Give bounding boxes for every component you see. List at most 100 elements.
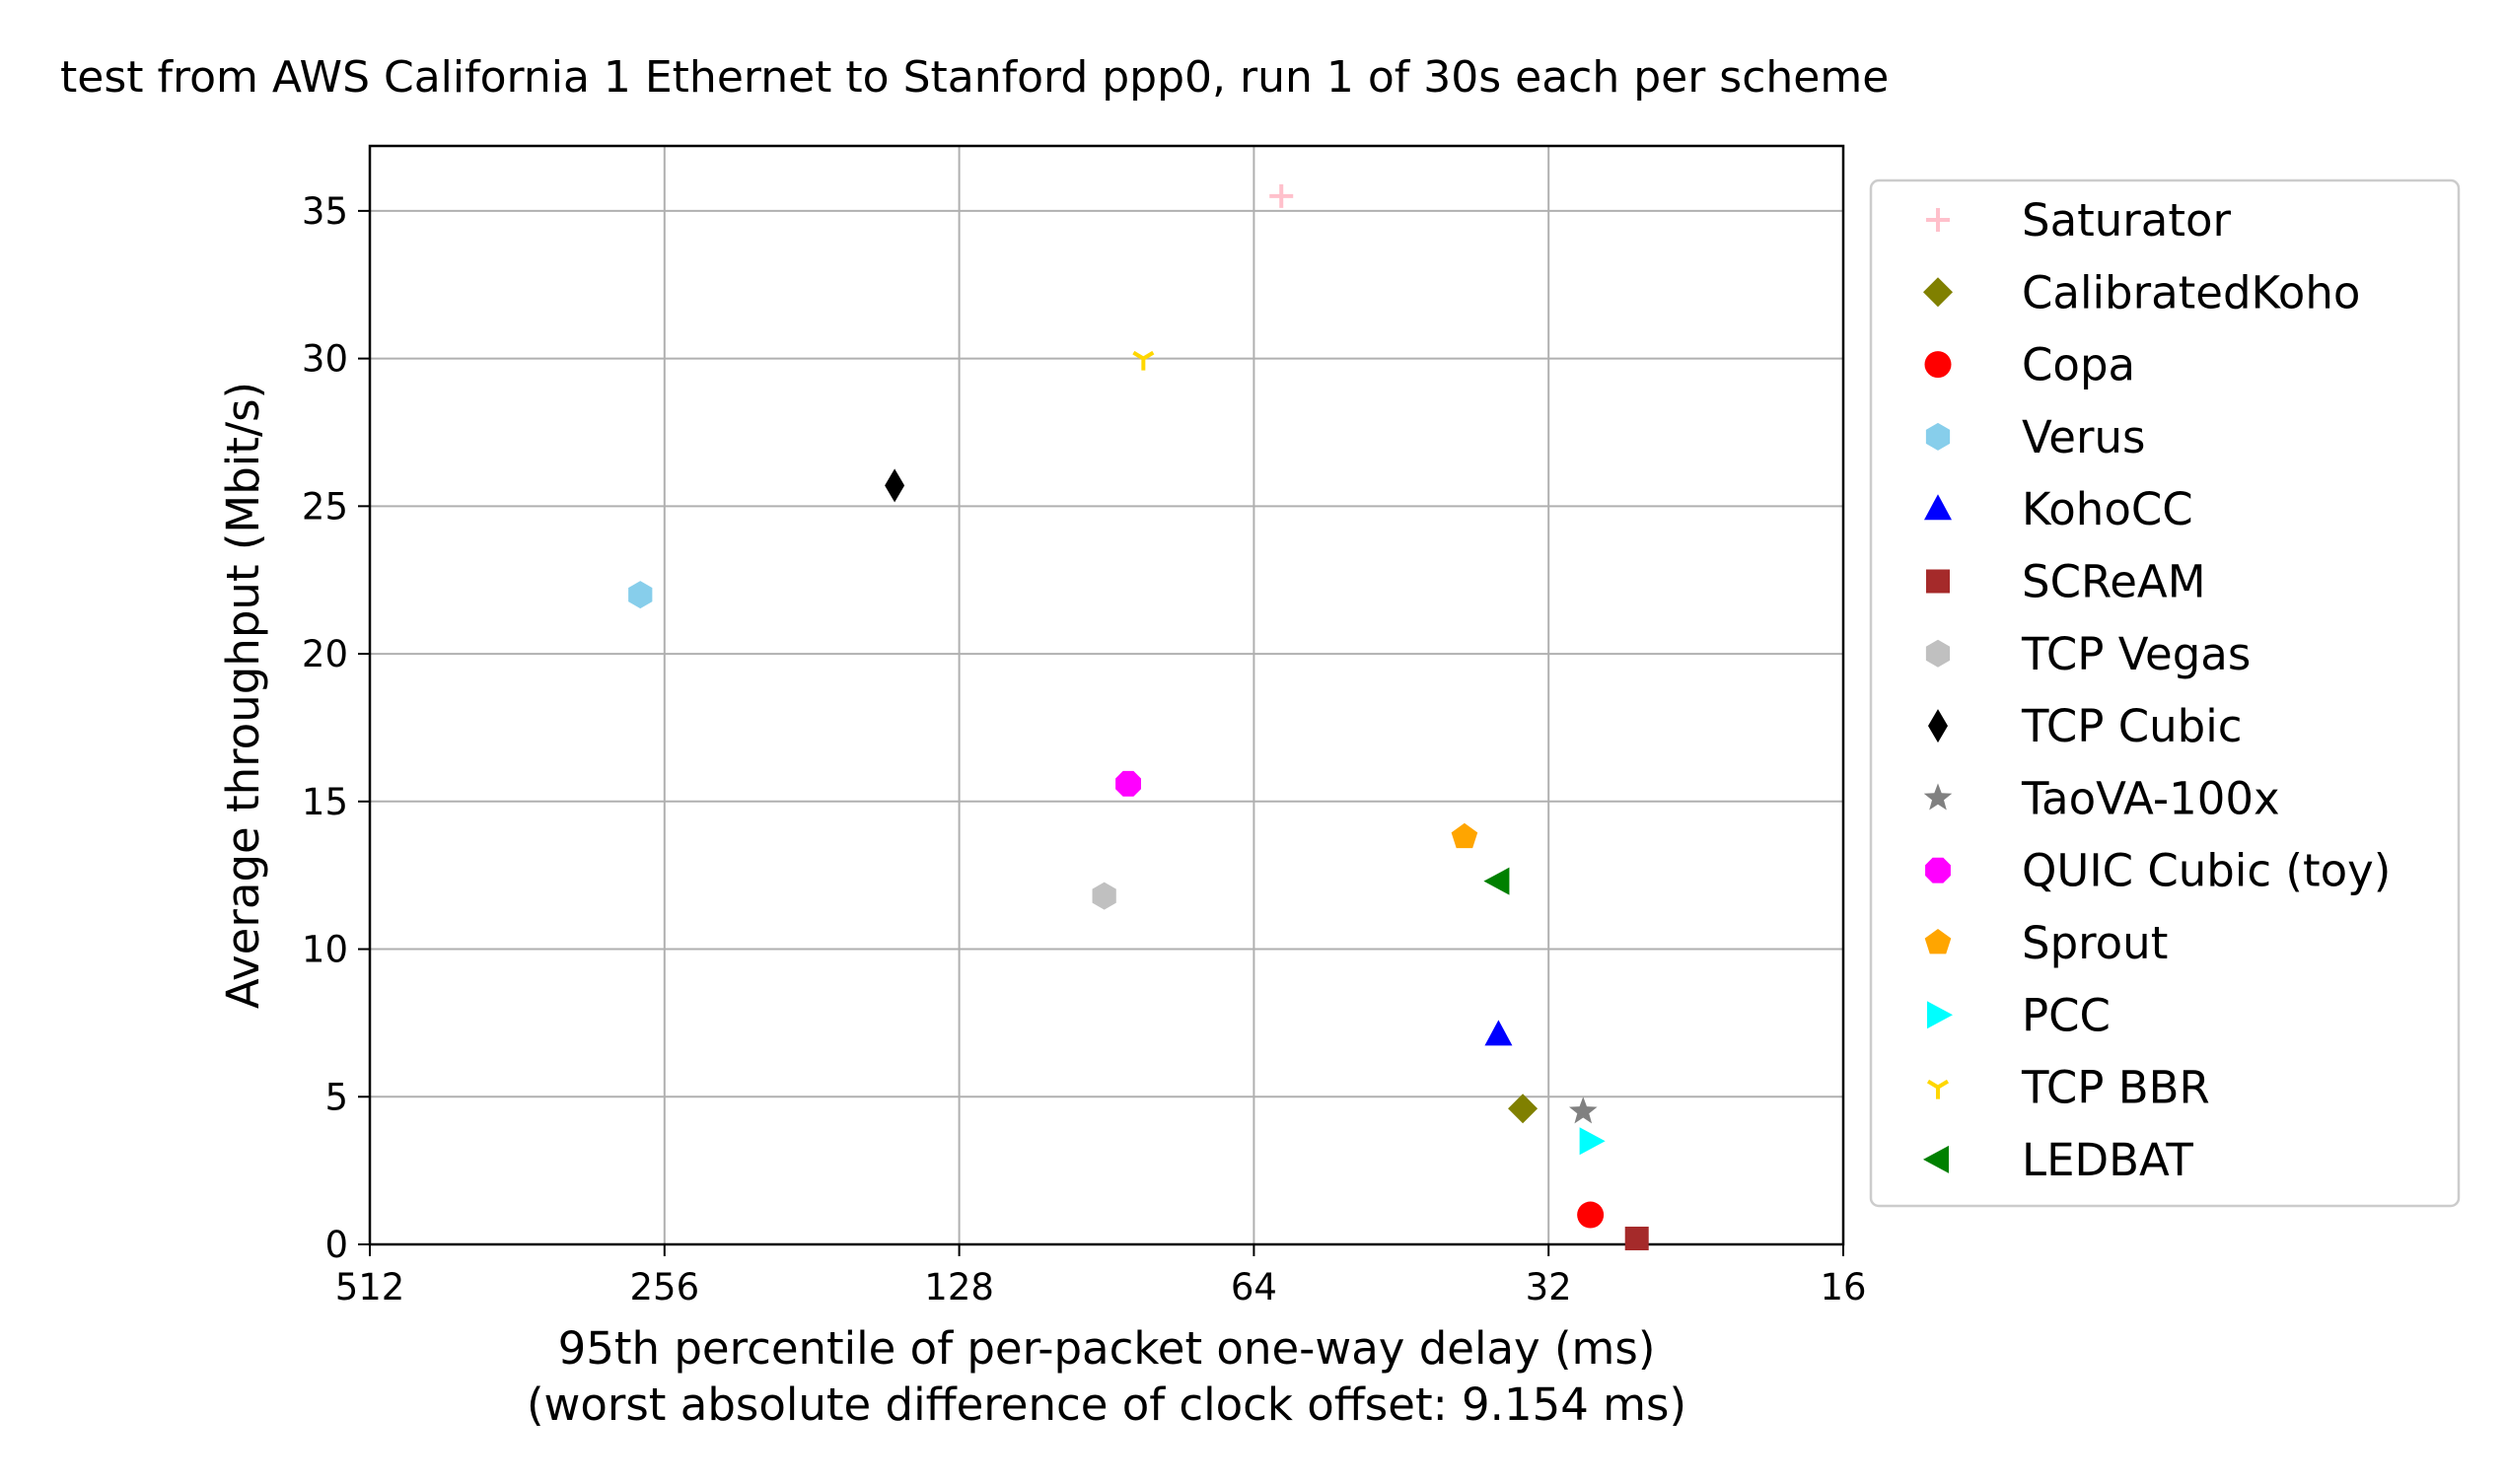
legend-item-taova-100x: TaoVA-100x: [1923, 772, 2280, 824]
x-axis-sublabel: (worst absolute difference of clock offs…: [527, 1378, 1686, 1431]
point-marker-taova-100x: [1569, 1096, 1598, 1124]
legend-marker-shape-sprout: [1924, 929, 1952, 954]
grid: [369, 146, 1844, 1245]
legend-label-tcp-vegas: TCP Vegas: [2021, 628, 2251, 680]
legend-item-pcc: PCC: [1927, 989, 2111, 1041]
point-pcc: [1579, 1127, 1606, 1156]
x-axis: 512 256 128 64 32 16: [335, 1244, 1867, 1308]
point-marker-ledbat: [1483, 867, 1510, 895]
x-tick-label: 64: [1231, 1266, 1277, 1308]
legend-label-tcp-cubic: TCP Cubic: [2021, 700, 2242, 752]
legend-item-saturator: Saturator: [1926, 194, 2232, 247]
y-tick-label: 20: [302, 633, 348, 675]
legend-frame: [1869, 178, 2461, 1208]
legend-label-quic-cubic-toy: QUIC Cubic (toy): [2022, 845, 2391, 897]
point-ledbat: [1483, 867, 1510, 895]
x-axis-label: 95th percentile of per-packet one-way de…: [558, 1322, 1656, 1375]
point-tcp-bbr: [1132, 350, 1155, 371]
legend-item-tcp-vegas: TCP Vegas: [1925, 628, 2251, 680]
legend-marker-verus: [1925, 422, 1951, 451]
legend-marker-shape-kohocc: [1924, 494, 1952, 521]
legend-label-saturator: Saturator: [2022, 194, 2232, 247]
legend-item-ledbat: LEDBAT: [1923, 1134, 2193, 1186]
point-calibratedkoho: [1508, 1094, 1539, 1124]
point-marker-calibratedkoho: [1508, 1094, 1539, 1124]
legend-marker-shape-tcp-bbr: [1926, 1079, 1950, 1099]
point-saturator: [1269, 183, 1294, 208]
legend-label-scream: SCReAM: [2022, 556, 2206, 608]
point-marker-tcp-cubic: [885, 468, 905, 503]
legend-marker-copa: [1924, 351, 1952, 379]
legend-item-tcp-cubic: TCP Cubic: [1928, 700, 2242, 752]
legend-label-copa: Copa: [2022, 339, 2135, 391]
x-tick-label: 512: [335, 1266, 405, 1308]
legend-marker-shape-scream: [1926, 569, 1950, 594]
legend-marker-shape-quic-cubic-toy: [1925, 857, 1951, 883]
legend-marker-taova-100x: [1923, 783, 1953, 811]
y-axis: 0 5 10 15 20 25 30 35: [302, 190, 370, 1266]
legend-marker-shape-pcc: [1927, 1001, 1953, 1029]
point-marker-tcp-vegas: [1092, 882, 1116, 910]
point-marker-copa: [1577, 1201, 1605, 1229]
legend-marker-tcp-bbr: [1926, 1079, 1950, 1099]
legend-label-kohocc: KohoCC: [2022, 483, 2193, 535]
legend-item-sprout: Sprout: [1924, 917, 2168, 969]
point-marker-quic-cubic-toy: [1115, 770, 1141, 797]
legend-item-copa: Copa: [1924, 339, 2135, 391]
plot-area: [368, 144, 1845, 1246]
legend-item-kohocc: KohoCC: [1924, 483, 2193, 535]
y-tick-label: 15: [302, 781, 348, 823]
point-marker-saturator: [1269, 183, 1294, 208]
y-tick-label: 10: [302, 929, 348, 971]
point-marker-scream: [1624, 1227, 1649, 1251]
legend-marker-kohocc: [1924, 494, 1952, 521]
point-marker-sprout: [1451, 822, 1478, 849]
point-verus: [628, 581, 653, 609]
point-tcp-cubic: [885, 468, 905, 503]
legend-label-verus: Verus: [2022, 411, 2145, 463]
point-taova-100x: [1569, 1096, 1598, 1124]
legend-label-sprout: Sprout: [2022, 917, 2168, 969]
legend-marker-calibratedkoho: [1923, 277, 1953, 308]
legend-marker-shape-tcp-vegas: [1925, 639, 1951, 668]
x-tick-label: 32: [1526, 1266, 1572, 1308]
legend: Saturator CalibratedKoho Copa Verus KohoCC SC…: [1869, 178, 2461, 1208]
legend-marker-tcp-cubic: [1928, 709, 1948, 743]
legend-marker-shape-tcp-cubic: [1928, 709, 1948, 743]
data-points: [628, 183, 1649, 1251]
legend-marker-shape-saturator: [1926, 208, 1950, 232]
legend-label-tcp-bbr: TCP BBR: [2021, 1062, 2210, 1114]
legend-marker-tcp-vegas: [1925, 639, 1951, 668]
legend-marker-ledbat: [1923, 1145, 1949, 1173]
legend-marker-shape-copa: [1924, 351, 1952, 379]
legend-label-taova-100x: TaoVA-100x: [2021, 772, 2280, 824]
legend-item-calibratedkoho: CalibratedKoho: [1923, 266, 2360, 318]
y-axis-label: Average throughput (Mbit/s): [217, 382, 269, 1009]
point-copa: [1577, 1201, 1605, 1229]
legend-item-quic-cubic-toy: QUIC Cubic (toy): [1925, 845, 2391, 897]
legend-marker-shape-calibratedkoho: [1923, 277, 1953, 308]
x-tick-label: 128: [924, 1266, 994, 1308]
legend-label-ledbat: LEDBAT: [2022, 1134, 2193, 1186]
point-marker-verus: [628, 581, 653, 609]
legend-item-verus: Verus: [1925, 411, 2145, 463]
legend-marker-scream: [1926, 569, 1950, 594]
y-tick-label: 0: [324, 1224, 348, 1266]
x-tick-label: 256: [629, 1266, 699, 1308]
legend-item-scream: SCReAM: [1926, 556, 2206, 608]
legend-marker-sprout: [1924, 929, 1952, 954]
legend-label-pcc: PCC: [2022, 989, 2111, 1041]
x-tick-label: 16: [1820, 1266, 1866, 1308]
legend-marker-shape-verus: [1925, 422, 1951, 451]
point-kohocc: [1484, 1020, 1513, 1046]
y-tick-label: 35: [302, 190, 348, 233]
legend-marker-shape-ledbat: [1923, 1145, 1949, 1173]
point-scream: [1624, 1227, 1649, 1251]
legend-marker-shape-taova-100x: [1923, 783, 1953, 811]
point-sprout: [1451, 822, 1478, 849]
point-marker-pcc: [1579, 1127, 1606, 1156]
legend-item-tcp-bbr: TCP BBR: [1926, 1062, 2210, 1114]
legend-label-calibratedkoho: CalibratedKoho: [2022, 266, 2360, 318]
legend-marker-pcc: [1927, 1001, 1953, 1029]
point-marker-kohocc: [1484, 1020, 1513, 1046]
